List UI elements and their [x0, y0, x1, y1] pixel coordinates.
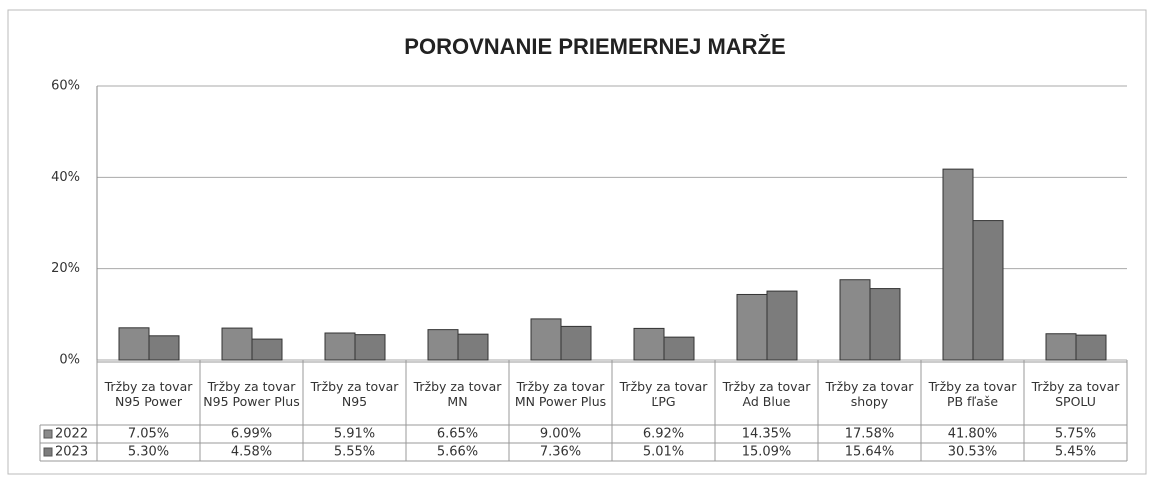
category-cell: Tržby za tovar MN Power Plus: [514, 378, 607, 409]
bar: [869, 288, 901, 361]
category-cell: Tržby za tovar N95 Power Plus: [203, 378, 300, 409]
bar: [251, 338, 283, 361]
data-label: 14.35%: [742, 427, 792, 442]
category-cell: Tržby za tovar SPOLU: [1031, 378, 1120, 409]
data-label: 5.55%: [334, 445, 375, 460]
y-tick-label: 20%: [51, 261, 80, 276]
bar: [663, 336, 695, 361]
x-tick-label: Tržby za tovar N95 Power: [104, 378, 193, 409]
x-tick-label: Tržby za tovar shopy: [825, 378, 914, 409]
bar: [530, 318, 562, 361]
data-label: 5.45%: [1055, 445, 1096, 460]
bar: [633, 327, 665, 361]
data-label: 6.65%: [437, 427, 478, 442]
category-cell: Tržby za tovar shopy: [825, 378, 914, 409]
bar: [736, 293, 768, 361]
data-label: 6.99%: [231, 427, 272, 442]
bar: [766, 290, 798, 361]
bar: [942, 168, 974, 361]
data-label: 5.30%: [128, 445, 169, 460]
data-label: 4.58%: [231, 445, 272, 460]
data-label: 15.64%: [845, 445, 895, 460]
y-tick-label: 60%: [51, 79, 80, 94]
y-tick-label: 0%: [59, 353, 80, 368]
data-label: 5.75%: [1055, 427, 1096, 442]
data-label: 9.00%: [540, 427, 581, 442]
x-tick-label: Tržby za tovar MN Power Plus: [514, 378, 607, 409]
bar: [118, 327, 150, 361]
x-tick-label: Tržby za tovar Ad Blue: [722, 378, 811, 409]
legend-swatch: [43, 447, 53, 457]
category-cell: Tržby za tovar Ad Blue: [722, 378, 811, 409]
data-label: 17.58%: [845, 427, 895, 442]
bar: [457, 333, 489, 361]
category-cell: Tržby za tovar N95: [310, 378, 399, 409]
bar: [354, 334, 386, 361]
x-tick-label: Tržby za tovar PB fľaše: [928, 378, 1017, 409]
x-tick-label: Tržby za tovar SPOLU: [1031, 378, 1120, 409]
x-tick-label: Tržby za tovar ĽPG: [619, 378, 708, 409]
bar: [560, 325, 592, 361]
data-label: 15.09%: [742, 445, 792, 460]
x-tick-label: Tržby za tovar N95 Power Plus: [203, 378, 300, 409]
y-tick-label: 40%: [51, 170, 80, 185]
data-label: 5.91%: [334, 427, 375, 442]
category-cell: Tržby za tovar N95 Power: [104, 378, 193, 409]
data-label: 30.53%: [948, 445, 998, 460]
bar: [148, 335, 180, 361]
data-label: 7.05%: [128, 427, 169, 442]
category-cell: Tržby za tovar ĽPG: [619, 378, 708, 409]
data-label: 6.92%: [643, 427, 684, 442]
bar: [1045, 333, 1077, 361]
legend-swatch: [43, 429, 53, 439]
x-tick-label: Tržby za tovar MN: [413, 378, 502, 409]
data-label: 5.66%: [437, 445, 478, 460]
legend-label: 2023: [55, 445, 88, 460]
bar: [324, 332, 356, 361]
legend-label: 2022: [55, 427, 88, 442]
data-label: 5.01%: [643, 445, 684, 460]
category-cell: Tržby za tovar MN: [413, 378, 502, 409]
bar: [1075, 334, 1107, 361]
data-label: 7.36%: [540, 445, 581, 460]
bar: [839, 279, 871, 361]
x-tick-label: Tržby za tovar N95: [310, 378, 399, 409]
bar: [972, 220, 1004, 361]
category-cell: Tržby za tovar PB fľaše: [928, 378, 1017, 409]
chart-title: POROVNANIE PRIEMERNEJ MARŽE: [404, 34, 785, 59]
bar: [427, 329, 459, 361]
bar: [221, 327, 253, 361]
data-label: 41.80%: [948, 427, 998, 442]
